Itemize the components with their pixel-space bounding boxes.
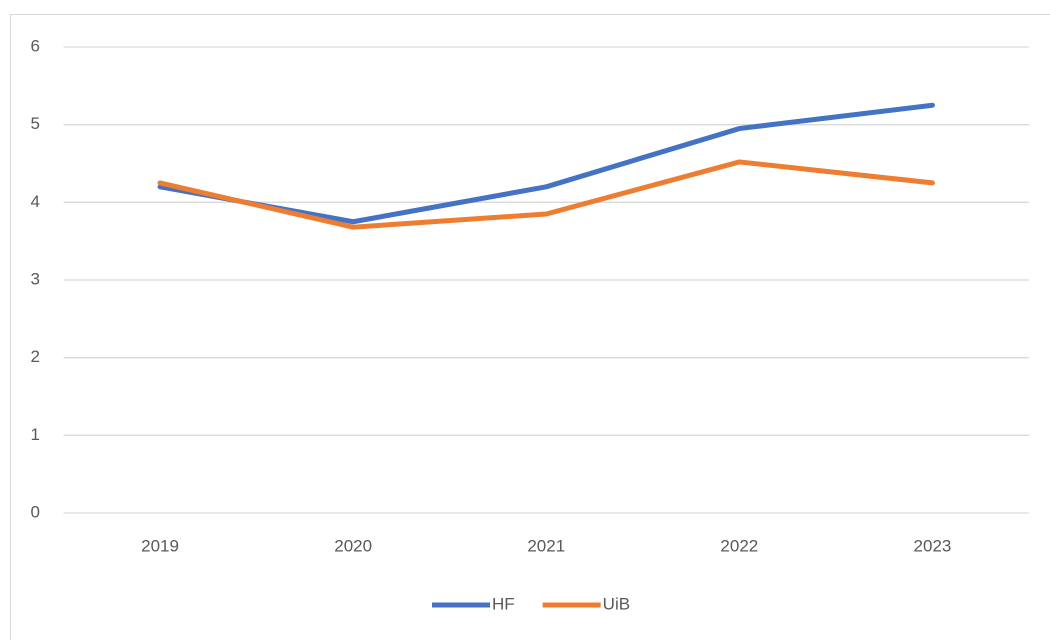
x-tick-label: 2023 — [914, 536, 952, 555]
y-tick-label: 2 — [31, 347, 40, 366]
y-tick-label: 3 — [31, 269, 40, 288]
series-line — [157, 159, 935, 230]
y-tick-label: 1 — [31, 425, 40, 444]
y-tick-label: 5 — [31, 114, 40, 133]
legend-label: HF — [492, 594, 515, 613]
y-tick-label: 6 — [31, 36, 40, 55]
y-tick-label: 0 — [31, 502, 40, 521]
y-tick-label: 4 — [31, 192, 40, 211]
x-tick-label: 2021 — [527, 536, 565, 555]
chart-frame — [10, 14, 1050, 640]
x-tick-label: 2020 — [334, 536, 372, 555]
x-tick-label: 2022 — [720, 536, 758, 555]
x-tick-label: 2019 — [141, 536, 179, 555]
legend-label: UiB — [603, 594, 630, 613]
